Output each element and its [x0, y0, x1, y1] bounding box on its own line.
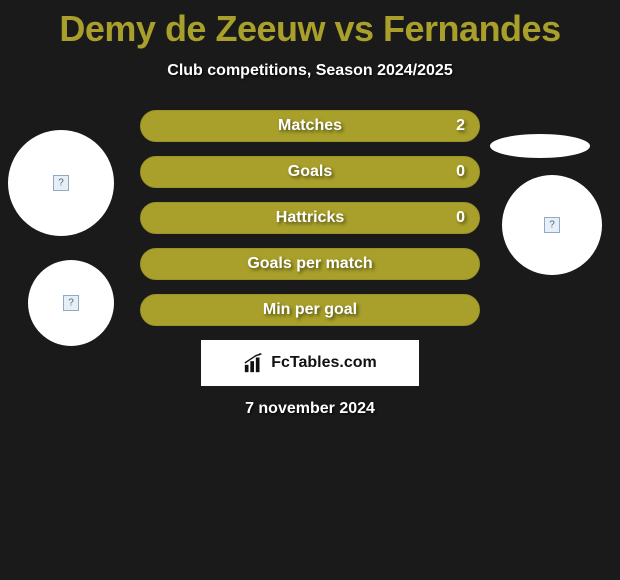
stat-label: Hattricks [276, 209, 344, 227]
player2-club-avatar [502, 175, 602, 275]
logo-text: FcTables.com [271, 354, 377, 372]
player2-avatar-ellipse [490, 134, 590, 158]
page-title: Demy de Zeeuw vs Fernandes [0, 0, 620, 50]
comparison-content: Matches 2 Goals 0 Hattricks 0 Goals per … [0, 110, 620, 418]
stat-label: Matches [278, 117, 342, 135]
stat-row: Min per goal [140, 294, 480, 326]
player1-avatar [8, 130, 114, 236]
chart-icon [243, 352, 265, 374]
stat-row: Matches 2 [140, 110, 480, 142]
stat-label: Goals [288, 163, 332, 181]
stat-value: 2 [456, 117, 465, 135]
source-logo[interactable]: FcTables.com [201, 340, 419, 386]
stat-row: Hattricks 0 [140, 202, 480, 234]
update-date: 7 november 2024 [0, 400, 620, 418]
stat-value: 0 [456, 163, 465, 181]
broken-image-icon [63, 295, 79, 311]
subtitle: Club competitions, Season 2024/2025 [0, 62, 620, 80]
stat-row: Goals per match [140, 248, 480, 280]
player1-club-avatar [28, 260, 114, 346]
broken-image-icon [53, 175, 69, 191]
stats-bars: Matches 2 Goals 0 Hattricks 0 Goals per … [140, 110, 480, 326]
stat-label: Goals per match [247, 255, 372, 273]
stat-value: 0 [456, 209, 465, 227]
broken-image-icon [544, 217, 560, 233]
stat-row: Goals 0 [140, 156, 480, 188]
stat-label: Min per goal [263, 301, 357, 319]
